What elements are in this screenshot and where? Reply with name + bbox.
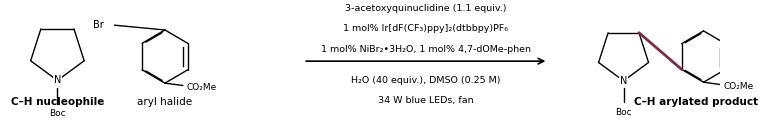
Text: C–H nucleophile: C–H nucleophile	[11, 97, 104, 107]
Text: CO₂Me: CO₂Me	[186, 83, 217, 92]
Text: C–H arylated product: C–H arylated product	[634, 97, 759, 107]
Text: Boc: Boc	[615, 108, 632, 117]
Text: H₂O (40 equiv.), DMSO (0.25 M): H₂O (40 equiv.), DMSO (0.25 M)	[351, 76, 500, 85]
Text: Boc: Boc	[49, 109, 66, 118]
Text: 34 W blue LEDs, fan: 34 W blue LEDs, fan	[378, 96, 474, 105]
Text: aryl halide: aryl halide	[138, 97, 193, 107]
Text: 1 mol% Ir[dF(CF₃)ppy]₂(dtbbpy)PF₆: 1 mol% Ir[dF(CF₃)ppy]₂(dtbbpy)PF₆	[343, 24, 508, 33]
Text: 1 mol% NiBr₂•3H₂O, 1 mol% 4,7-dOMe-phen: 1 mol% NiBr₂•3H₂O, 1 mol% 4,7-dOMe-phen	[321, 45, 531, 54]
Text: N: N	[53, 76, 61, 85]
Text: Br: Br	[93, 20, 104, 30]
Text: N: N	[620, 76, 627, 86]
Text: CO₂Me: CO₂Me	[724, 82, 754, 91]
Text: 3-acetoxyquinuclidine (1.1 equiv.): 3-acetoxyquinuclidine (1.1 equiv.)	[345, 4, 507, 13]
